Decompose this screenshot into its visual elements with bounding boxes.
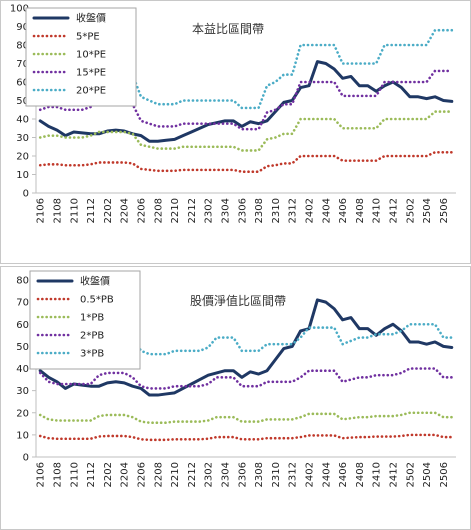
y-tick-label: 50 [16, 342, 29, 353]
x-tick-label: 2304 [221, 198, 232, 223]
y-tick-label: 100 [10, 4, 29, 15]
x-tick-label: 2204 [120, 462, 131, 487]
x-tick-label: 2504 [422, 462, 433, 487]
y-tick-label: 40 [16, 364, 29, 375]
x-tick-label: 2410 [372, 198, 383, 223]
y-tick-label: 60 [16, 78, 29, 89]
y-tick-label: 90 [16, 22, 29, 33]
x-tick-label: 2310 [271, 198, 282, 223]
y-tick-label: 40 [16, 115, 29, 126]
x-tick-label: 2502 [405, 462, 416, 487]
x-tick-label: 2310 [271, 462, 282, 487]
x-tick-label: 2208 [153, 198, 164, 223]
x-tick-label: 2208 [153, 462, 164, 487]
y-tick-label: 20 [16, 152, 29, 163]
legend-label: 3*PB [80, 349, 104, 360]
y-tick-label: 0 [23, 453, 29, 464]
y-tick-label: 60 [16, 320, 29, 331]
annotation: 股價淨值比區間帶 [190, 293, 286, 308]
x-tick-label: 2108 [53, 462, 64, 487]
legend-label: 收盤價 [76, 12, 106, 25]
x-tick-label: 2312 [288, 198, 299, 223]
legend-label: 收盤價 [80, 275, 110, 288]
x-tick-label: 2106 [36, 462, 47, 487]
x-tick-label: 2304 [221, 462, 232, 487]
x-tick-label: 2202 [103, 198, 114, 223]
y-tick-label: 20 [16, 408, 29, 419]
x-tick-label: 2206 [137, 462, 148, 487]
y-tick-label: 30 [16, 386, 29, 397]
series-line [38, 411, 454, 425]
y-tick-label: 0 [23, 189, 29, 200]
y-tick-label: 80 [16, 276, 29, 287]
y-tick-label: 50 [16, 96, 29, 107]
legend-label: 0.5*PB [80, 295, 114, 306]
legend-label: 5*PE [76, 32, 100, 43]
y-tick-label: 70 [16, 298, 29, 309]
series-line [38, 110, 454, 152]
x-tick-label: 2306 [237, 198, 248, 223]
x-tick-label: 2402 [305, 462, 316, 487]
x-tick-label: 2106 [36, 198, 47, 223]
x-tick-label: 2412 [389, 462, 400, 487]
x-tick-label: 2206 [137, 198, 148, 223]
x-tick-label: 2112 [86, 462, 97, 487]
x-tick-label: 2402 [305, 198, 316, 223]
legend-box [29, 270, 141, 370]
y-tick-label: 70 [16, 59, 29, 70]
x-tick-label: 2204 [120, 198, 131, 223]
x-tick-label: 2212 [187, 462, 198, 487]
annotation: 本益比區間帶 [192, 22, 264, 36]
x-tick-label: 2312 [288, 462, 299, 487]
legend-label: 20*PE [76, 86, 106, 97]
x-tick-label: 2408 [355, 198, 366, 223]
x-tick-label: 2302 [204, 198, 215, 223]
x-tick-label: 2112 [86, 198, 97, 223]
y-tick-label: 10 [16, 170, 29, 181]
x-tick-label: 2210 [170, 462, 181, 487]
legend-box [25, 7, 137, 107]
x-tick-label: 2308 [254, 462, 265, 487]
x-tick-label: 2108 [53, 198, 64, 223]
legend-label: 1*PB [80, 313, 104, 324]
x-tick-label: 2404 [321, 462, 332, 487]
x-tick-label: 2302 [204, 462, 215, 487]
x-tick-label: 2506 [439, 462, 450, 487]
x-tick-label: 2210 [170, 198, 181, 223]
x-tick-label: 2404 [321, 198, 332, 223]
series-line [38, 151, 454, 174]
x-tick-label: 2506 [439, 198, 450, 223]
x-tick-label: 2504 [422, 198, 433, 223]
series-line [38, 322, 454, 356]
series-line [38, 69, 454, 131]
x-tick-label: 2212 [187, 198, 198, 223]
y-tick-label: 80 [16, 41, 29, 52]
series-line [38, 433, 454, 442]
x-tick-label: 2202 [103, 462, 114, 487]
legend-label: 15*PE [76, 68, 106, 79]
x-tick-label: 2408 [355, 462, 366, 487]
y-tick-label: 30 [16, 133, 29, 144]
x-tick-label: 2406 [338, 462, 349, 487]
legend-label: 10*PE [76, 50, 106, 61]
series-line [38, 298, 454, 397]
series-line [38, 367, 454, 390]
x-tick-label: 2406 [338, 198, 349, 223]
x-tick-label: 2410 [372, 462, 383, 487]
y-tick-label: 10 [16, 430, 29, 441]
x-tick-label: 2110 [69, 462, 80, 487]
x-tick-label: 2110 [69, 198, 80, 223]
x-tick-label: 2502 [405, 198, 416, 223]
x-tick-label: 2412 [389, 198, 400, 223]
legend-label: 2*PB [80, 331, 104, 342]
x-tick-label: 2308 [254, 198, 265, 223]
x-tick-label: 2306 [237, 462, 248, 487]
